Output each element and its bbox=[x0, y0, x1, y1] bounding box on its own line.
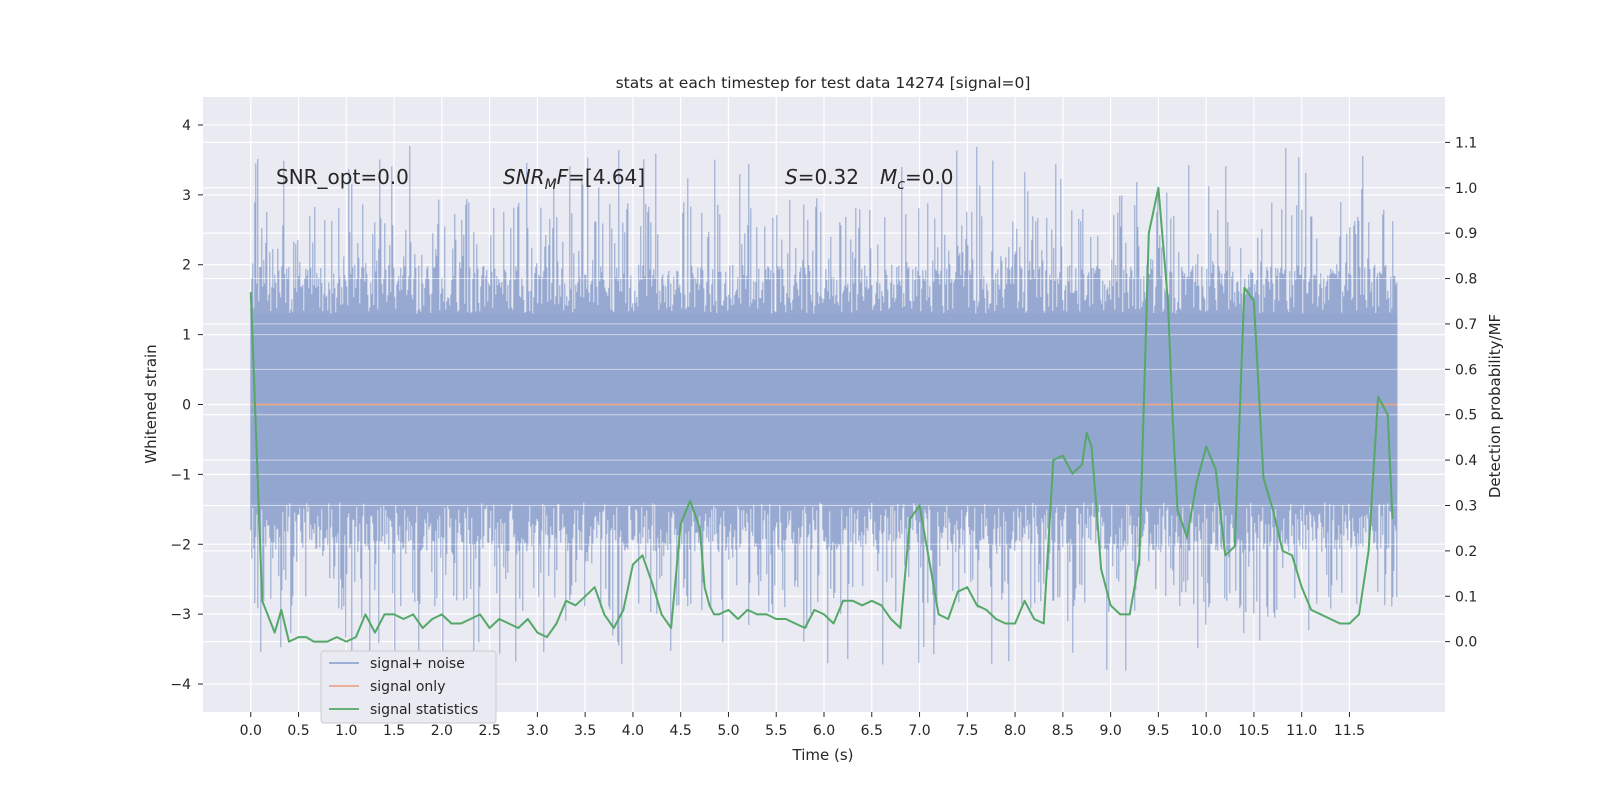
annotation-mc-label: M bbox=[880, 165, 897, 189]
x-tick-label-9: 4.5 bbox=[670, 723, 692, 739]
x-tick-label-1: 0.5 bbox=[287, 723, 309, 739]
y-ticks: 4 3 2 1 0 −1 −2 −3 −4 bbox=[170, 118, 203, 693]
y2-tick-label-9: 0.2 bbox=[1455, 544, 1477, 560]
annotation-snr-mf-value: =[4.64] bbox=[568, 165, 645, 189]
x-tick-label-17: 8.5 bbox=[1052, 723, 1074, 739]
legend-label-signal-statistics: signal statistics bbox=[370, 702, 478, 718]
y-tick-label-0: 4 bbox=[182, 118, 191, 134]
stats-series bbox=[249, 186, 1394, 643]
y-tick-label-8: −4 bbox=[170, 677, 191, 693]
y-axis-label: Whitened strain bbox=[142, 344, 160, 463]
y2-ticks: 1.1 1.0 0.9 0.8 0.7 0.6 0.5 0.4 0.3 0.2 0.1 0.0 bbox=[1445, 135, 1477, 651]
y-tick-label-7: −3 bbox=[170, 607, 191, 623]
noise-series bbox=[250, 146, 1398, 672]
y-tick-label-5: −1 bbox=[170, 467, 191, 483]
x-tick-label-7: 3.5 bbox=[574, 723, 596, 739]
x-tick-label-10: 5.0 bbox=[717, 723, 739, 739]
x-tick-label-18: 9.0 bbox=[1099, 723, 1121, 739]
x-tick-label-8: 4.0 bbox=[622, 723, 644, 739]
x-tick-label-20: 10.0 bbox=[1191, 723, 1222, 739]
series-signal-statistics bbox=[249, 186, 1394, 643]
annotation-mc: Mc=0.0 bbox=[880, 165, 954, 193]
y2-axis-label: Detection probability/MF bbox=[1486, 314, 1504, 498]
y2-tick-label-3: 0.8 bbox=[1455, 272, 1477, 288]
x-tick-label-16: 8.0 bbox=[1004, 723, 1026, 739]
annotation-snr-mf: SNRMF=[4.64] bbox=[503, 165, 645, 193]
y2-tick-label-6: 0.5 bbox=[1455, 408, 1477, 424]
x-ticks: 0.0 0.5 1.0 1.5 2.0 2.5 3.0 3.5 4.0 4.5 5.0 5.5 6.0 6… bbox=[240, 712, 1365, 739]
legend-box bbox=[320, 650, 497, 724]
x-tick-label-13: 6.5 bbox=[861, 723, 883, 739]
y-tick-label-1: 3 bbox=[182, 188, 191, 204]
y2-tick-label-8: 0.3 bbox=[1455, 498, 1477, 514]
x-tick-label-3: 1.5 bbox=[383, 723, 405, 739]
x-tick-label-12: 6.0 bbox=[813, 723, 835, 739]
y-tick-label-6: −2 bbox=[170, 537, 191, 553]
annotation-snr-mf-suffix: F=[4.64] bbox=[557, 165, 645, 189]
annotation-mc-sub: c bbox=[897, 177, 905, 193]
x-tick-label-21: 10.5 bbox=[1238, 723, 1269, 739]
legend-label-signal-noise: signal+ noise bbox=[370, 656, 465, 672]
chart-title: stats at each timestep for test data 142… bbox=[616, 74, 1031, 92]
annotation-mc-value: =0.0 bbox=[905, 165, 954, 189]
y2-tick-label-4: 0.7 bbox=[1455, 317, 1477, 333]
y2-tick-label-1: 1.0 bbox=[1455, 181, 1477, 197]
annotation-s-value: =0.32 bbox=[798, 165, 859, 189]
annotation-snr-mf-prefix: SNR bbox=[503, 165, 545, 189]
y2-tick-label-5: 0.6 bbox=[1455, 362, 1477, 378]
x-tick-label-23: 11.5 bbox=[1334, 723, 1365, 739]
x-tick-label-2: 1.0 bbox=[335, 723, 357, 739]
x-tick-label-6: 3.0 bbox=[526, 723, 548, 739]
y2-tick-label-10: 0.1 bbox=[1455, 589, 1477, 605]
legend-label-signal-only: signal only bbox=[370, 679, 445, 695]
x-tick-label-15: 7.5 bbox=[956, 723, 978, 739]
x-tick-label-22: 11.0 bbox=[1286, 723, 1317, 739]
legend: signal+ noise signal only signal statist… bbox=[320, 650, 497, 724]
y2-tick-label-7: 0.4 bbox=[1455, 453, 1477, 469]
x-tick-label-5: 2.5 bbox=[478, 723, 500, 739]
annotation-s: S=0.32 bbox=[785, 165, 859, 189]
x-tick-label-0: 0.0 bbox=[240, 723, 262, 739]
x-tick-label-14: 7.0 bbox=[908, 723, 930, 739]
annotation-snr-mf-suffix-italic: F bbox=[557, 165, 569, 189]
series-signal-noise-core bbox=[250, 313, 1398, 503]
y2-tick-label-0: 1.1 bbox=[1455, 135, 1477, 151]
y-tick-label-2: 2 bbox=[182, 258, 191, 274]
y2-tick-label-2: 0.9 bbox=[1455, 226, 1477, 242]
y-tick-label-4: 0 bbox=[182, 398, 191, 414]
annotation-s-label: S bbox=[785, 165, 798, 189]
annotation-snr-mf-sub: M bbox=[545, 177, 557, 193]
x-axis-label: Time (s) bbox=[792, 746, 854, 764]
x-tick-label-4: 2.0 bbox=[431, 723, 453, 739]
annotation-snr-opt: SNR_opt=0.0 bbox=[276, 165, 409, 189]
x-tick-label-19: 9.5 bbox=[1147, 723, 1169, 739]
y2-tick-label-11: 0.0 bbox=[1455, 635, 1477, 651]
x-tick-label-11: 5.5 bbox=[765, 723, 787, 739]
y-tick-label-3: 1 bbox=[182, 328, 191, 344]
